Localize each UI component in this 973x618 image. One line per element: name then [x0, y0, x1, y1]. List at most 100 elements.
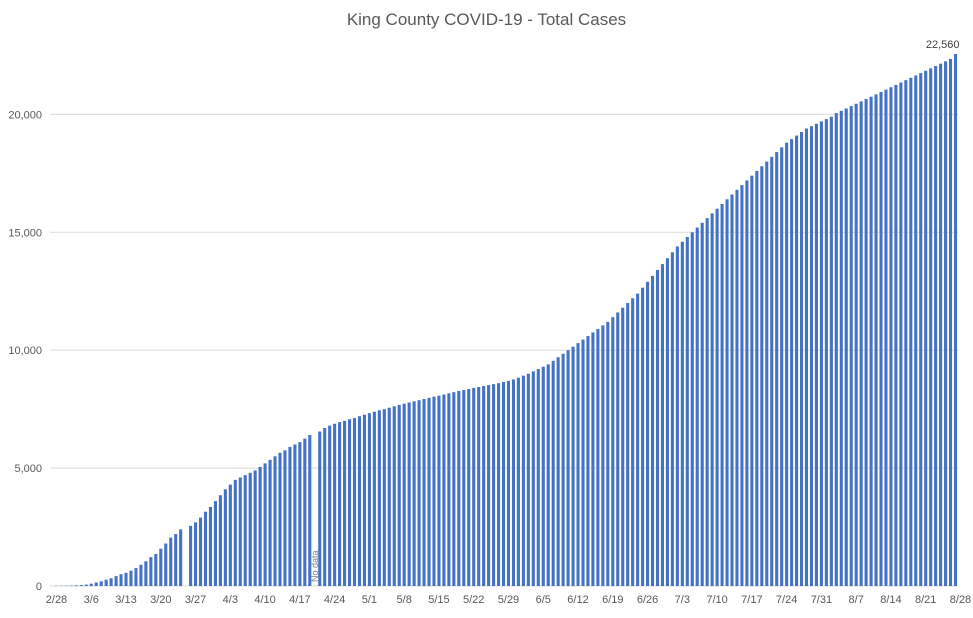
- bar: [765, 161, 769, 586]
- bar: [343, 420, 347, 586]
- x-tick-label: 7/3: [675, 594, 690, 606]
- bar: [705, 218, 709, 586]
- bar: [89, 583, 93, 586]
- bar: [561, 353, 565, 586]
- bar: [526, 373, 530, 586]
- bar: [357, 416, 362, 586]
- bar: [665, 258, 669, 586]
- bar: [576, 343, 580, 586]
- bar: [626, 303, 630, 586]
- bar: [124, 572, 128, 586]
- bar: [74, 585, 78, 586]
- bar: [228, 484, 232, 586]
- bar: [606, 321, 610, 586]
- bar: [804, 128, 809, 586]
- bar: [879, 91, 883, 586]
- x-tick-label: 3/20: [150, 594, 171, 606]
- bar: [422, 398, 426, 586]
- bar: [293, 444, 297, 586]
- x-tick-label: 6/19: [602, 594, 623, 606]
- bar: [889, 87, 893, 586]
- bar: [715, 208, 719, 586]
- x-tick-label: 8/21: [915, 594, 936, 606]
- no-data-annotation: No data: [310, 550, 320, 582]
- bar: [159, 548, 163, 586]
- bar: [655, 270, 660, 586]
- bar: [690, 232, 694, 586]
- bar: [616, 312, 620, 586]
- x-tick-label: 2/28: [46, 594, 67, 606]
- bar: [174, 534, 178, 586]
- x-tick-label: 5/15: [428, 594, 449, 606]
- bar: [273, 456, 277, 586]
- bar: [750, 175, 754, 586]
- bar: [934, 66, 938, 586]
- x-tick-label: 7/24: [776, 594, 797, 606]
- bar: [243, 475, 247, 586]
- x-tick-label: 4/17: [289, 594, 310, 606]
- bar: [233, 479, 237, 586]
- bar: [770, 156, 774, 586]
- last-value-label: 22,560: [926, 39, 960, 51]
- x-tick-label: 7/17: [741, 594, 762, 606]
- bar: [164, 543, 168, 586]
- bar: [99, 581, 103, 586]
- bar: [318, 431, 322, 586]
- x-tick-label: 7/10: [706, 594, 727, 606]
- x-tick-label: 6/5: [536, 594, 551, 606]
- bar: [611, 317, 615, 586]
- bar: [407, 402, 411, 586]
- bar: [516, 377, 520, 586]
- bar: [248, 472, 252, 586]
- bar: [497, 383, 501, 586]
- bar: [452, 392, 456, 586]
- bar: [894, 84, 898, 586]
- bar: [809, 126, 814, 586]
- bar: [208, 507, 213, 586]
- bar: [720, 203, 724, 586]
- bar: [427, 397, 431, 586]
- bar: [790, 139, 794, 586]
- bar: [849, 106, 853, 587]
- x-tick-label: 3/6: [84, 594, 99, 606]
- bar: [864, 99, 868, 587]
- bar: [944, 61, 948, 586]
- bar: [104, 579, 108, 586]
- bar: [472, 387, 476, 586]
- bar: [919, 73, 923, 586]
- x-tick-label: 8/14: [880, 594, 901, 606]
- bar: [198, 517, 203, 586]
- x-tick-label: 5/1: [362, 594, 377, 606]
- x-tick-label: 6/12: [567, 594, 588, 606]
- bar: [477, 386, 481, 586]
- bar: [710, 213, 714, 586]
- y-tick-label: 5,000: [14, 463, 42, 475]
- bar: [601, 325, 605, 586]
- bar: [154, 553, 158, 586]
- bar: [700, 222, 704, 586]
- bar: [899, 82, 903, 586]
- chart-title: King County COVID-19 - Total Cases: [346, 10, 627, 29]
- x-tick-label: 3/13: [115, 594, 136, 606]
- bar: [487, 385, 491, 586]
- bar: [536, 369, 540, 586]
- bar: [819, 121, 823, 586]
- bar: [362, 414, 366, 586]
- bar: [482, 386, 486, 586]
- x-tick-label: 4/10: [254, 594, 275, 606]
- bar: [412, 401, 416, 586]
- bar: [387, 407, 391, 586]
- y-tick-label: 20,000: [8, 109, 42, 121]
- bar: [586, 336, 590, 586]
- bar: [218, 495, 222, 586]
- bar: [929, 68, 933, 586]
- bar: [641, 287, 645, 586]
- y-tick-label: 15,000: [8, 227, 42, 239]
- bar: [213, 501, 217, 586]
- bar: [338, 422, 342, 586]
- bar: [650, 275, 655, 586]
- bar: [109, 578, 113, 586]
- bar: [397, 404, 401, 586]
- bar: [814, 123, 818, 586]
